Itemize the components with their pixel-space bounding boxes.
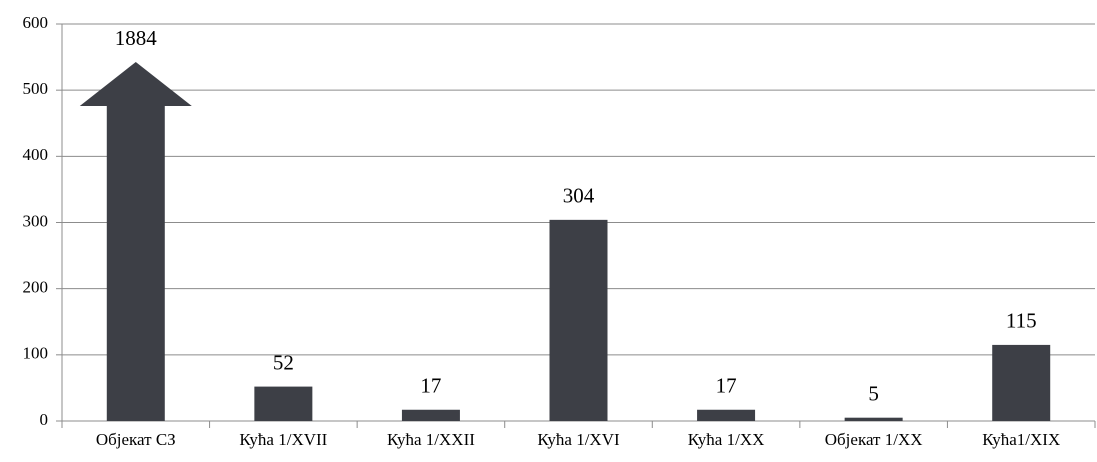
y-tick-label: 600 <box>23 13 49 32</box>
y-tick-label: 200 <box>23 278 49 297</box>
bar <box>992 344 1051 421</box>
data-label: 17 <box>716 374 737 398</box>
x-tick-label: Кућа 1/XVI <box>537 430 620 449</box>
data-label: 304 <box>563 184 595 208</box>
x-tick-label: Кућа 1/XXII <box>387 430 475 449</box>
data-label: 1884 <box>115 26 158 50</box>
x-tick-label: Објекат 1/XX <box>825 430 923 449</box>
bar <box>254 386 313 421</box>
bar <box>697 409 756 421</box>
y-tick-label: 500 <box>23 79 49 98</box>
data-label: 115 <box>1006 309 1037 333</box>
bar <box>401 409 460 421</box>
x-tick-label: Кућа1/XIX <box>982 430 1060 449</box>
y-tick-label: 300 <box>23 211 49 230</box>
y-tick-label: 400 <box>23 145 49 164</box>
x-tick-label: Кућа 1/XVII <box>239 430 327 449</box>
y-tick-label: 0 <box>40 410 49 429</box>
y-tick-label: 100 <box>23 344 49 363</box>
bar <box>844 417 903 421</box>
bar-overflow-arrow <box>79 62 192 421</box>
bar <box>549 219 608 421</box>
data-label: 52 <box>273 350 294 374</box>
data-label: 5 <box>868 382 879 406</box>
data-label: 17 <box>420 374 441 398</box>
x-tick-label: Кућа 1/XX <box>688 430 765 449</box>
x-tick-label: Објекат СЗ <box>96 430 176 449</box>
